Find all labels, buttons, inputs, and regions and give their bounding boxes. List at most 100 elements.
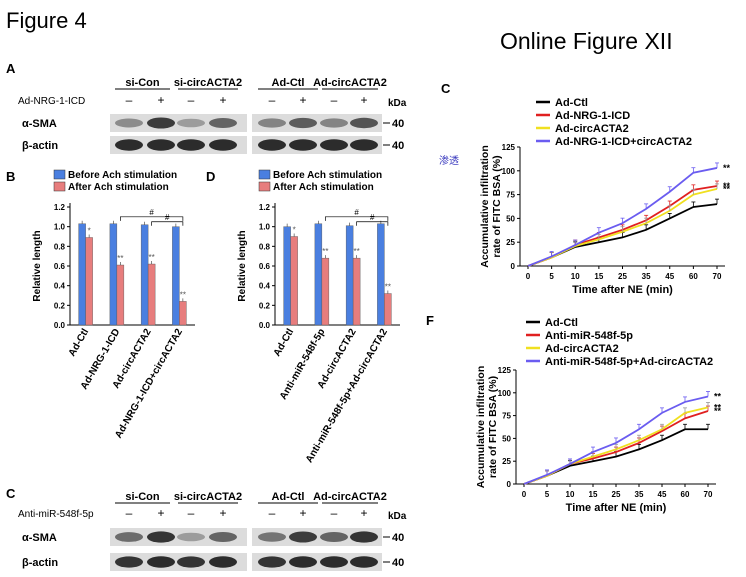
x-axis-label: Time after NE (min) [572,284,673,296]
blot-band [289,117,317,129]
x-axis-label: Time after NE (min) [566,502,667,514]
x-tick-label: 10 [566,490,575,499]
y-tick-label: 1.0 [259,223,271,232]
row-label: Anti-miR-548f-5p [18,509,94,520]
blot-band [289,556,317,568]
bar [314,223,323,326]
y-axis-label: Accumulative infiltrationrate of FITC BS… [479,145,503,268]
y-tick-label: 1.2 [54,203,66,212]
legend-label: After Ach stimulation [68,182,169,193]
kda-label: kDa [388,511,407,522]
panel-letter-f: F [426,313,434,328]
y-axis-label: Accumulative infiltrationrate of FITC BS… [475,366,499,489]
blot-band [320,556,348,568]
y-tick-label: 0.2 [259,301,271,310]
bar [283,226,291,326]
blot-band [258,556,286,568]
blot-band [289,531,317,543]
significance-mark: * [293,226,296,235]
y-tick-label: 0.8 [259,242,271,251]
legend-label: Ad-NRG-1-ICD [555,110,630,122]
kda-label: kDa [388,98,407,109]
bracket-mark: # [354,208,359,217]
x-tick-label: 5 [549,272,554,281]
lane-sign: + [219,506,226,520]
group-label: Ad-Ctl [272,491,305,503]
lane-sign: + [360,93,367,107]
significance-mark: ** [354,247,360,256]
blot-band [115,556,143,568]
significance-mark: ** [180,290,186,299]
band-label: β-actin [22,140,58,152]
y-tick-label: 0.6 [54,262,66,271]
bracket [151,221,184,226]
legend-label: Ad-circACTA2 [555,123,629,135]
x-tick-label: 70 [704,490,713,499]
significance-mark: ** [714,402,722,412]
lane-sign: – [188,506,195,520]
y-tick-label: 50 [506,214,515,223]
bar [85,237,93,326]
y-tick-label: 75 [506,191,515,200]
stray-note: 渗透 [439,156,459,167]
blot-band [350,139,378,151]
x-tick-label: 10 [571,272,580,281]
significance-mark: ** [149,253,155,262]
legend-label: Anti-miR-548f-5p+Ad-circACTA2 [545,356,713,368]
blot-band [177,118,205,128]
group-label: si-circACTA2 [174,77,242,89]
lane-sign: – [126,93,133,107]
y-tick-label: 0.4 [54,282,66,291]
blot-band [258,139,286,151]
x-tick-label: 60 [681,490,690,499]
panel-letter-b: B [6,169,16,184]
bracket-mark: # [370,213,375,222]
y-tick-label: 1.2 [259,203,271,212]
significance-mark: ** [117,254,123,263]
blot-band [147,139,175,151]
x-tick-label: 70 [713,272,722,281]
y-tick-label: 0.0 [54,321,66,330]
lane-sign: + [219,93,226,107]
y-tick-label: 0.8 [54,242,66,251]
y-tick-label: 100 [498,389,512,398]
bracket [120,216,184,221]
group-label: Ad-circACTA2 [313,77,387,89]
lane-sign: – [269,506,276,520]
y-tick-label: 1.0 [54,223,66,232]
x-tick-label: 45 [665,272,674,281]
band-label: α-SMA [22,118,57,130]
series-line [527,167,718,267]
x-tick-label: 25 [612,490,621,499]
bar [109,223,118,326]
blot-band [350,556,378,568]
group-label: Ad-Ctl [272,77,305,89]
legend-label: After Ach stimulation [273,182,374,193]
marker-label: 40 [392,118,404,130]
line-chart-f: Ad-CtlAnti-miR-548f-5pAd-circACTA2Anti-m… [475,318,722,514]
blot-band [350,117,378,129]
legend-label: Ad-Ctl [545,318,578,329]
category-label: Ad-Ctl [67,327,92,359]
y-tick-label: 0 [507,480,512,489]
x-tick-label: 35 [635,490,644,499]
legend-label: Ad-Ctl [555,97,588,109]
group-label: Ad-circACTA2 [313,491,387,503]
significance-mark: ** [714,391,722,401]
y-tick-label: 100 [502,167,516,176]
bar [140,224,149,326]
bar [147,263,156,326]
western-blot-c: si-Con si-circACTA2 Ad-Ctl Ad-circACTA2 Anti… [18,491,407,571]
x-tick-label: 0 [522,490,527,499]
bar [116,264,125,326]
bar [179,301,187,326]
blot-band [320,118,348,128]
bar [321,257,330,326]
y-tick-label: 0.6 [259,262,271,271]
blot-band [177,139,205,151]
band-label: β-actin [22,557,58,569]
y-tick-label: 0.2 [54,301,66,310]
legend-label: Ad-circACTA2 [545,343,619,355]
group-label: si-Con [125,491,160,503]
bar [78,223,86,326]
